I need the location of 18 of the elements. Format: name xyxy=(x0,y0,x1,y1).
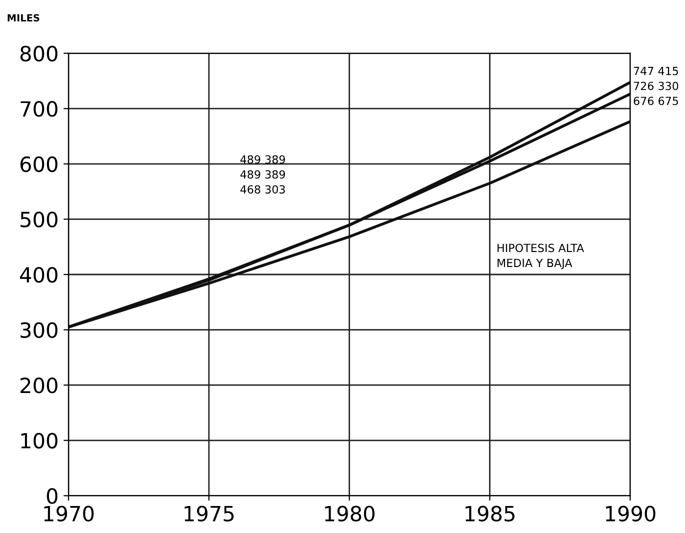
x-tick-label: 1990 xyxy=(606,506,656,522)
y-tick-label: 0 xyxy=(46,488,58,504)
annotation: 489 389 489 389 468 303 xyxy=(240,155,285,194)
x-tick-label: 1985 xyxy=(466,506,514,522)
text: 747 415 726 330 676 675 xyxy=(634,66,678,106)
x-tick-label: 1970 xyxy=(44,506,94,522)
y-tick-label: 400 xyxy=(20,266,58,283)
annotation: HIPOTESIS ALTA MEDIA Y BAJA xyxy=(498,244,584,270)
y-axis-title: MILES xyxy=(8,14,40,22)
y-tick-label: 600 xyxy=(20,156,58,172)
x-tick-label: 1980 xyxy=(325,506,374,522)
x-tick-label: 1975 xyxy=(184,506,234,522)
y-tick-label: 200 xyxy=(20,378,58,394)
y-tick-label: 800 xyxy=(20,46,58,62)
y-tick-label: 300 xyxy=(20,322,58,338)
y-tick-label: 700 xyxy=(20,101,58,117)
y-tick-label: 100 xyxy=(21,432,58,449)
y-tick-label: 500 xyxy=(20,212,58,228)
